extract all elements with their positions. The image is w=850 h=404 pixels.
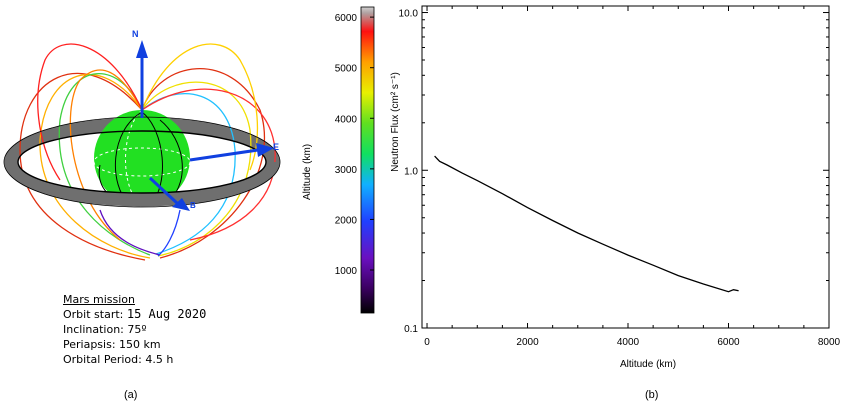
ring-front xyxy=(4,161,280,207)
orbit-start-line: Orbit start: 15 Aug 2020 xyxy=(63,307,206,322)
periapsis: Periapsis: 150 km xyxy=(63,338,161,351)
neutron-flux-chart: 0 2000 4000 6000 8000 10.0 1.0 0.1 Altitude (k… xyxy=(390,5,841,370)
orbit-loop-11 xyxy=(37,43,143,181)
orbital-period: Orbital Period: 4.5 h xyxy=(63,353,174,366)
mission-title: Mars mission xyxy=(63,293,135,306)
orbit-loop-10 xyxy=(157,209,181,257)
orbit-loop-12 xyxy=(141,43,258,171)
colorbar-tick-label-4: 5000 xyxy=(335,64,358,75)
x-axis-label: Altitude (km) xyxy=(620,359,676,370)
mission-info: Mars mission Orbit start: 15 Aug 2020 In… xyxy=(63,292,206,367)
orbit-tracks xyxy=(19,43,276,261)
series-line-neutron-flux xyxy=(434,155,739,293)
vector-b xyxy=(148,176,190,211)
label-north: N xyxy=(132,29,139,39)
colorbar-tick-label-1: 2000 xyxy=(335,215,358,226)
vector-east xyxy=(189,143,274,162)
x-tick-label-0: 0 xyxy=(424,337,430,348)
plot-frame xyxy=(421,5,830,329)
y-tick-label-1: 1.0 xyxy=(404,166,418,177)
vector-north xyxy=(136,40,148,118)
y-tick-label-0: 10.0 xyxy=(399,9,419,20)
x-tick-label-2: 4000 xyxy=(617,337,640,348)
x-tick-label-3: 6000 xyxy=(717,337,740,348)
colorbar-tick-label-2: 3000 xyxy=(335,165,358,176)
panel-a-orbit-illustration: N E B xyxy=(3,29,281,261)
label-b: B xyxy=(190,201,196,210)
orbit-loop-9 xyxy=(99,209,161,256)
orbit-loop-2 xyxy=(39,73,151,259)
orbit-loop-4 xyxy=(141,68,266,259)
colorbar-label: Altitude (km) xyxy=(302,144,313,200)
planet-equator-dashed xyxy=(93,147,191,177)
panel-b-label: (b) xyxy=(645,389,658,401)
orbit-loop-3 xyxy=(58,73,151,256)
colorbar-tick-label-5: 6000 xyxy=(335,13,358,24)
mars-sphere xyxy=(94,110,190,206)
colorbar-gradient xyxy=(360,6,375,314)
inclination: Inclination: 75º xyxy=(63,323,147,336)
orbit-start-label: Orbit start: xyxy=(63,308,124,321)
ring-outline xyxy=(17,130,267,194)
colorbar-tick-label-0: 1000 xyxy=(335,266,358,277)
altitude-colorbar: 1000 2000 3000 4000 5000 6000 Altitude (km) xyxy=(302,6,375,314)
x-tick-label-1: 2000 xyxy=(516,337,539,348)
panel-a-label: (a) xyxy=(124,389,137,401)
orbit-start-value: 15 Aug 2020 xyxy=(126,307,207,321)
label-east: E xyxy=(273,142,279,152)
y-axis-label: Neutron Flux (cm² s⁻¹) xyxy=(390,72,401,172)
y-tick-label-2: 0.1 xyxy=(404,324,418,335)
x-tick-label-4: 8000 xyxy=(818,337,841,348)
orbit-loop-6 xyxy=(141,93,236,255)
colorbar-tick-label-3: 4000 xyxy=(335,114,358,125)
